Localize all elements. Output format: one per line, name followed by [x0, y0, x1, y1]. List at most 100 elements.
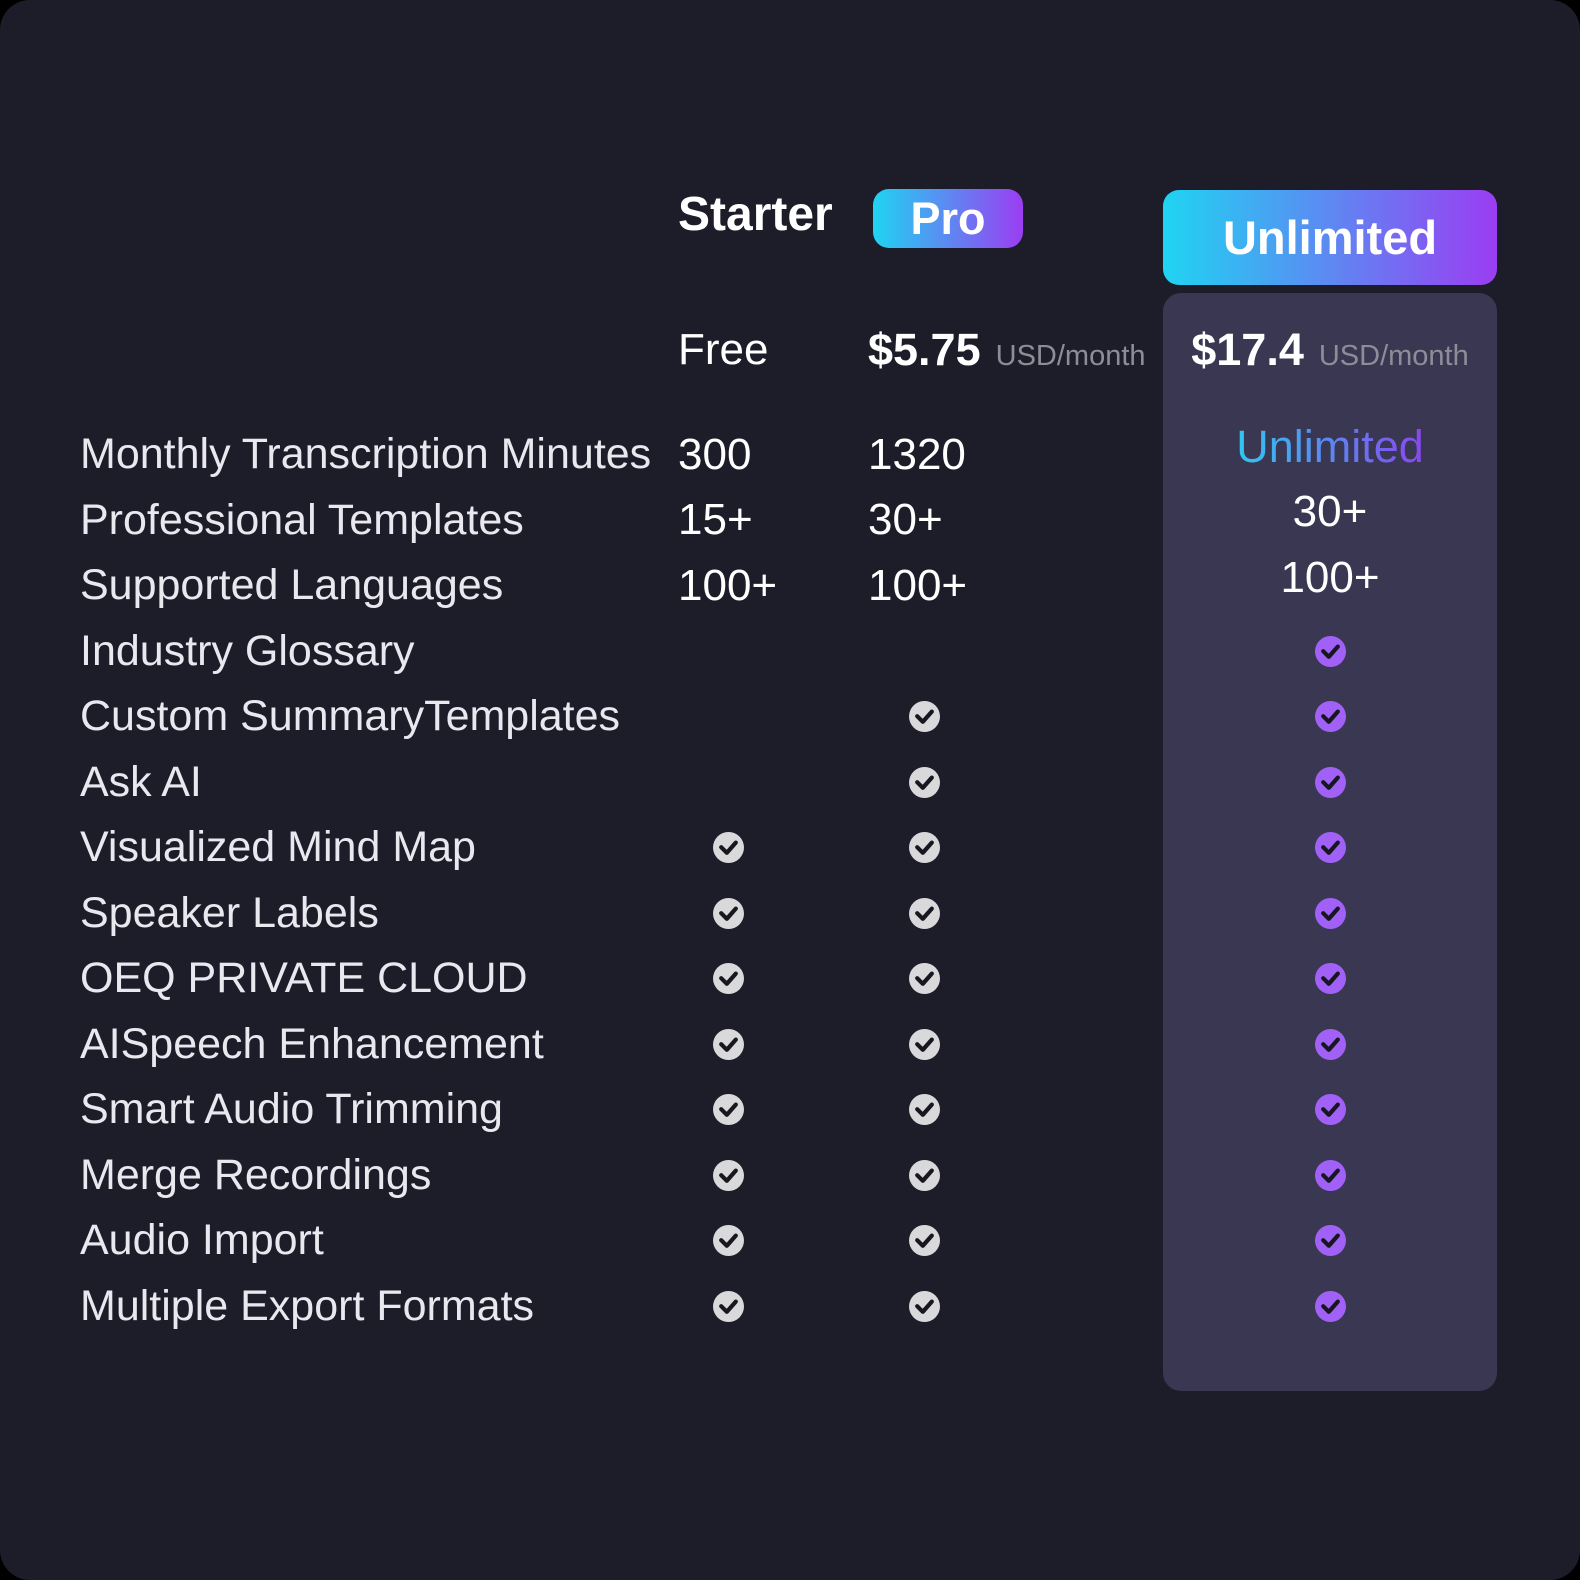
unlimited-price-amount: $17.4: [1191, 324, 1304, 375]
starter-value-cell: [678, 1012, 778, 1078]
pro-value-cell: 1320: [868, 422, 980, 488]
feature-row: Smart Audio Trimming: [0, 1077, 1580, 1143]
pro-price: $5.75 USD/month: [868, 322, 1146, 378]
unlimited-value-text: 30+: [1292, 487, 1368, 537]
unlimited-value-cell: [1163, 619, 1497, 685]
feature-row: OEQ PRIVATE CLOUD: [0, 946, 1580, 1012]
pro-value-cell: [868, 881, 980, 947]
unlimited-value-cell: [1163, 881, 1497, 947]
check-icon: [908, 766, 940, 798]
pro-value-text: 100+: [868, 560, 968, 610]
check-icon: [1314, 1290, 1346, 1322]
starter-value-cell: [678, 815, 778, 881]
check-icon: [712, 897, 744, 929]
unlimited-price: $17.4 USD/month: [1163, 322, 1497, 378]
starter-value-cell: 100+: [678, 553, 778, 619]
plan-name-starter: Starter: [678, 188, 833, 241]
feature-row: Audio Import: [0, 1208, 1580, 1274]
pro-value-cell: [868, 619, 980, 685]
pro-value-cell: [868, 1012, 980, 1078]
feature-label-cell: Visualized Mind Map: [80, 823, 476, 872]
unlimited-value-cell: 100+: [1163, 553, 1497, 619]
unlimited-value-cell: [1163, 1077, 1497, 1143]
pro-value-cell: 100+: [868, 553, 980, 619]
pro-price-unit: USD/month: [995, 340, 1146, 372]
feature-label-cell: Smart Audio Trimming: [80, 1085, 503, 1134]
check-icon: [908, 963, 940, 995]
check-icon: [1314, 1225, 1346, 1257]
feature-row: Supported Languages 100+ 100+ 100+: [0, 553, 1580, 619]
check-icon: [908, 1290, 940, 1322]
plan-badge-pro[interactable]: Pro: [873, 189, 1023, 248]
pro-value-cell: [868, 815, 980, 881]
pro-value-cell: [868, 1208, 980, 1274]
check-icon: [1314, 635, 1346, 667]
check-icon: [908, 832, 940, 864]
feature-row: Professional Templates 15+ 30+ 30+: [0, 487, 1580, 554]
starter-value-cell: [678, 750, 778, 816]
check-icon: [712, 1028, 744, 1060]
check-icon: [1314, 897, 1346, 929]
feature-label-cell: Audio Import: [80, 1216, 324, 1265]
feature-label-cell: Supported Languages: [80, 561, 504, 610]
feature-label-cell: AISpeech Enhancement: [80, 1019, 544, 1068]
starter-price-amount: Free: [678, 325, 769, 374]
feature-label-cell: Merge Recordings: [80, 1150, 432, 1199]
check-icon: [1314, 963, 1346, 995]
unlimited-value-cell: [1163, 1274, 1497, 1340]
starter-value-text: 15+: [678, 495, 753, 545]
check-icon: [908, 1159, 940, 1191]
feature-label-cell: Speaker Labels: [80, 888, 379, 937]
starter-value-text: 100+: [678, 560, 778, 610]
unlimited-value-cell: [1163, 1208, 1497, 1274]
feature-label-cell: Industry Glossary: [80, 626, 415, 675]
pro-value-cell: [868, 684, 980, 750]
starter-value-cell: [678, 619, 778, 685]
check-icon: [712, 963, 744, 995]
check-icon: [712, 1159, 744, 1191]
starter-value-cell: [678, 1077, 778, 1143]
feature-label-cell: Multiple Export Formats: [80, 1281, 535, 1330]
starter-value-cell: [678, 684, 778, 750]
pro-value-cell: [868, 1077, 980, 1143]
check-icon: [908, 1225, 940, 1257]
feature-rows: Monthly Transcription Minutes 300 1320 U…: [0, 420, 1580, 1340]
unlimited-price-unit: USD/month: [1318, 340, 1469, 372]
starter-value-cell: [678, 1274, 778, 1340]
pro-value-text: 1320: [868, 429, 966, 479]
feature-row: Monthly Transcription Minutes 300 1320 U…: [0, 420, 1580, 488]
pro-value-cell: [868, 946, 980, 1012]
feature-label-cell: OEQ PRIVATE CLOUD: [80, 954, 528, 1003]
feature-row: Ask AI: [0, 750, 1580, 816]
feature-row: Merge Recordings: [0, 1143, 1580, 1209]
feature-row: AISpeech Enhancement: [0, 1012, 1580, 1078]
feature-label-cell: Professional Templates: [80, 495, 524, 544]
unlimited-value-cell: [1163, 750, 1497, 816]
check-icon: [908, 1094, 940, 1126]
starter-value-text: 300: [678, 429, 752, 479]
pro-price-amount: $5.75: [868, 324, 981, 375]
feature-row: Speaker Labels: [0, 881, 1580, 947]
unlimited-value-cell: [1163, 684, 1497, 750]
check-icon: [712, 1290, 744, 1322]
unlimited-value-cell: [1163, 1012, 1497, 1078]
plan-name-unlimited: Unlimited: [1222, 211, 1438, 264]
check-icon: [1314, 701, 1346, 733]
plan-badge-unlimited[interactable]: Unlimited: [1163, 190, 1497, 285]
feature-label-cell: Monthly Transcription Minutes: [80, 430, 652, 479]
check-icon: [1314, 1094, 1346, 1126]
starter-price: Free: [678, 322, 768, 378]
check-icon: [908, 1028, 940, 1060]
starter-value-cell: [678, 1143, 778, 1209]
pro-value-text: 30+: [868, 495, 943, 545]
check-icon: [712, 832, 744, 864]
unlimited-value-text: Unlimited: [1236, 420, 1424, 472]
check-icon: [908, 897, 940, 929]
plan-name-pro: Pro: [910, 192, 986, 244]
starter-value-cell: [678, 946, 778, 1012]
unlimited-value-cell: [1163, 946, 1497, 1012]
feature-label-cell: Custom SummaryTemplates: [80, 692, 621, 741]
check-icon: [1314, 1028, 1346, 1060]
starter-value-cell: [678, 881, 778, 947]
